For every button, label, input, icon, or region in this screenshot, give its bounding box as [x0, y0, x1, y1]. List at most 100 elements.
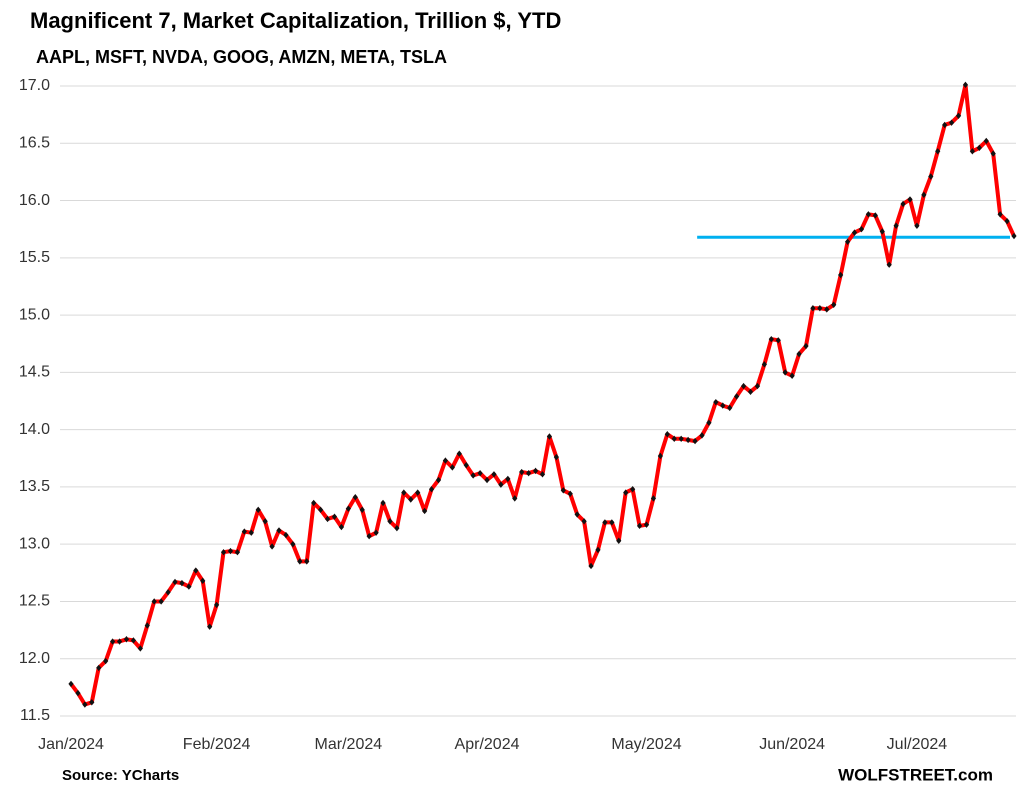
data-point [345, 505, 351, 512]
data-point [539, 471, 546, 478]
data-point [96, 664, 102, 672]
data-point [380, 499, 386, 507]
data-point [602, 519, 608, 526]
data-point [942, 121, 948, 129]
data-point [505, 475, 511, 483]
data-point [595, 546, 601, 554]
data-point [75, 689, 81, 697]
data-point [553, 453, 559, 461]
data-point [449, 464, 455, 471]
data-point [324, 515, 331, 523]
data-point [858, 225, 865, 233]
data-point [692, 437, 698, 445]
data-point [609, 519, 615, 526]
data-point [990, 150, 996, 157]
data-point [512, 495, 518, 502]
data-point [338, 523, 345, 531]
data-point [893, 222, 899, 229]
data-point [366, 532, 372, 540]
data-point [636, 522, 643, 530]
data-point [408, 496, 414, 503]
data-point [581, 518, 587, 525]
data-point [186, 583, 192, 590]
data-point [304, 558, 310, 565]
data-point [831, 301, 837, 308]
data-point [678, 435, 684, 442]
data-point [373, 529, 379, 536]
y-tick-label: 16.0 [19, 192, 50, 209]
data-point [706, 419, 712, 426]
data-point [401, 489, 407, 496]
data-point [283, 531, 289, 539]
data-point [588, 562, 594, 570]
data-point [574, 511, 580, 518]
y-tick-label: 13.5 [19, 478, 50, 495]
data-point [359, 506, 365, 514]
data-point [782, 369, 788, 376]
data-point [699, 432, 705, 439]
data-point [734, 393, 740, 400]
data-point [248, 529, 254, 536]
data-point [214, 601, 220, 609]
data-point [484, 476, 490, 484]
data-point [761, 361, 767, 368]
chart-subtitle: AAPL, MSFT, NVDA, GOOG, AMZN, META, TSLA [36, 47, 447, 67]
data-point [165, 589, 171, 596]
data-point [477, 469, 483, 477]
data-point [463, 461, 469, 469]
data-point [886, 261, 892, 268]
data-point [650, 495, 657, 502]
data-point [976, 144, 982, 152]
data-point [415, 489, 421, 496]
data-point [290, 540, 296, 548]
data-point [713, 398, 719, 406]
data-point [796, 350, 802, 358]
data-point [997, 211, 1003, 218]
data-point [311, 499, 317, 507]
source-note: Source: YCharts [62, 767, 179, 784]
data-point [519, 468, 525, 476]
data-point [456, 450, 462, 457]
data-point [851, 229, 858, 236]
data-point [803, 342, 809, 350]
data-point [810, 305, 816, 312]
data-point [207, 623, 213, 630]
data-point [948, 119, 955, 126]
data-point [137, 645, 143, 652]
data-point [297, 558, 303, 565]
data-point [82, 701, 88, 708]
data-point [269, 543, 275, 550]
data-point [865, 211, 871, 218]
data-point [657, 452, 663, 460]
data-point [130, 637, 137, 644]
data-point [546, 433, 553, 440]
data-point [955, 112, 962, 119]
y-tick-label: 15.5 [19, 249, 50, 266]
data-point [623, 489, 629, 496]
data-point [962, 81, 969, 89]
data-point [935, 148, 941, 155]
y-tick-label: 15.0 [19, 306, 50, 323]
data-point [664, 431, 670, 438]
data-point [872, 212, 878, 219]
data-point [491, 471, 497, 478]
y-tick-label: 17.0 [19, 77, 50, 94]
data-point [442, 457, 449, 464]
data-point [498, 481, 504, 488]
data-point [1011, 232, 1017, 240]
data-point [151, 598, 157, 605]
data-point [435, 476, 442, 484]
data-point [428, 486, 435, 493]
data-point [526, 469, 532, 477]
data-point [983, 137, 989, 145]
data-point [768, 335, 774, 343]
data-point [560, 487, 566, 494]
x-tick-label: Jan/2024 [38, 736, 104, 753]
data-point [241, 528, 247, 535]
data-line [69, 82, 1016, 707]
data-point [532, 467, 539, 475]
x-tick-label: Jul/2024 [887, 736, 948, 753]
data-point [838, 271, 844, 279]
x-tick-label: Mar/2024 [315, 736, 383, 753]
data-point [567, 490, 573, 497]
